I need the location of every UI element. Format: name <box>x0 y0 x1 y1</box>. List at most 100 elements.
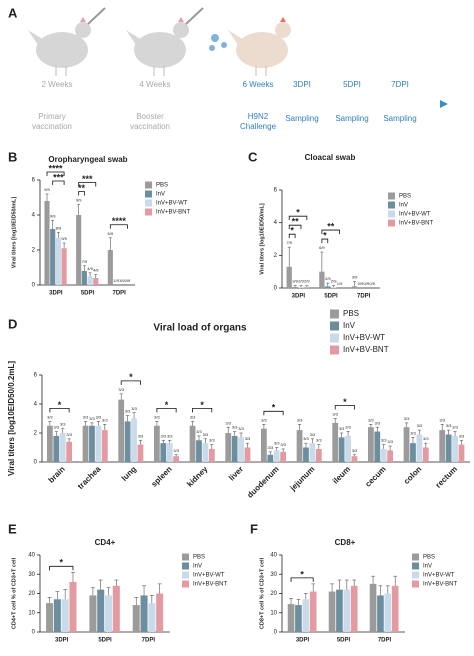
legend-swatch <box>388 210 395 218</box>
bar <box>351 286 358 288</box>
n-label: 3/3 <box>54 425 60 430</box>
x-tick-label: 5DPI <box>337 638 351 644</box>
chart-title: CD8+ <box>335 538 356 547</box>
legend-swatch <box>145 199 152 207</box>
n-label: 3/3 <box>232 425 238 430</box>
hen <box>126 17 189 76</box>
n-label: 3/3 <box>339 426 345 431</box>
step-time: 5DPI <box>343 80 361 89</box>
significance-label: ** <box>292 217 300 227</box>
panel-label: C <box>248 149 258 164</box>
significance-bracket <box>120 380 141 385</box>
x-tick-label: spleen <box>149 464 173 488</box>
n-label: 3/3 <box>297 417 303 422</box>
bar <box>105 595 113 632</box>
bar <box>59 433 66 462</box>
legend-swatch <box>412 562 419 570</box>
n-label: 1/9 <box>113 278 119 283</box>
n-label: 3/3 <box>417 423 423 428</box>
bar <box>303 447 309 462</box>
x-tick-label: rectum <box>434 465 459 490</box>
n-label: 3/3 <box>368 417 374 422</box>
bar <box>403 427 410 462</box>
bar <box>208 448 215 462</box>
y-tick-label: 2 <box>274 253 278 259</box>
x-tick-label: 5DPI <box>81 291 95 297</box>
y-tick-label: 20 <box>270 591 277 597</box>
step-note: Sampling <box>335 114 369 123</box>
chart-title: CD4+ <box>95 538 116 547</box>
syringe <box>87 7 106 25</box>
bar <box>325 286 331 288</box>
significance-label: ** <box>327 221 335 231</box>
n-label: 1/9 <box>337 281 343 286</box>
legend-label: PBS <box>193 555 205 561</box>
bar <box>336 589 343 632</box>
bar <box>296 430 303 462</box>
significance-bracket <box>156 408 177 413</box>
bar <box>118 399 125 462</box>
n-label: 3/3 <box>173 448 179 453</box>
x-tick-label: jejunum <box>288 465 317 494</box>
n-label: 3/3 <box>89 416 95 421</box>
y-tick-label: 2 <box>32 248 36 254</box>
bar <box>391 585 399 632</box>
bar <box>332 422 339 462</box>
virus <box>209 34 227 51</box>
y-tick-label: 4 <box>32 213 36 219</box>
bar <box>377 595 384 632</box>
bar <box>369 583 377 632</box>
bar <box>131 418 137 462</box>
legend-label: PBS <box>343 309 359 318</box>
bar <box>367 427 374 462</box>
bar <box>445 434 452 462</box>
bar <box>137 444 144 462</box>
legend-swatch <box>330 309 339 319</box>
n-label: 3/3 <box>60 422 66 427</box>
panel-label: F <box>250 521 258 536</box>
x-tick-label: ileum <box>331 465 352 486</box>
bar <box>309 443 316 462</box>
step-time: 3DPI <box>293 80 311 89</box>
timeline-arrow <box>440 100 448 108</box>
significance-bracket <box>46 171 65 176</box>
y-tick-label: 6 <box>32 178 36 184</box>
bar <box>380 448 387 462</box>
legend-label: InV+BV-BNT <box>343 345 389 354</box>
bar <box>189 425 196 462</box>
y-tick-label: 4 <box>34 402 38 408</box>
n-label: 3/3 <box>66 432 72 437</box>
step-time: 4 Weeks <box>139 80 171 89</box>
bar <box>244 447 251 462</box>
n-label: 1/9 <box>119 278 125 283</box>
x-tick-label: liver <box>227 465 245 483</box>
step-note: Sampling <box>383 114 417 123</box>
y-tick-label: 0 <box>32 283 36 289</box>
bar <box>69 581 77 632</box>
n-label: 3/3 <box>161 433 167 438</box>
bar <box>260 428 267 462</box>
x-tick-label: 7DPI <box>142 638 156 644</box>
x-tick-label: 7DPI <box>112 291 126 297</box>
significance-label: * <box>60 558 64 568</box>
bar <box>93 278 99 285</box>
significance-bracket <box>49 565 74 571</box>
bar <box>153 425 160 462</box>
bar <box>202 443 209 462</box>
y-tick-label: 40 <box>28 553 35 559</box>
significance-bracket <box>288 224 302 230</box>
bar <box>66 441 73 462</box>
n-label: 3/3 <box>280 442 286 447</box>
n-label: 3/3 <box>125 409 131 414</box>
step-time: 7DPI <box>391 80 409 89</box>
y-tick-label: 0 <box>32 630 36 636</box>
n-label: 3/3 <box>316 438 322 443</box>
n-label: 3/3 <box>387 439 393 444</box>
bar <box>44 201 50 285</box>
bar <box>238 437 244 462</box>
x-tick-label: colon <box>402 464 424 486</box>
significance-bracket <box>263 410 284 416</box>
hen <box>228 17 291 76</box>
x-tick-label: duodenum <box>245 465 280 500</box>
